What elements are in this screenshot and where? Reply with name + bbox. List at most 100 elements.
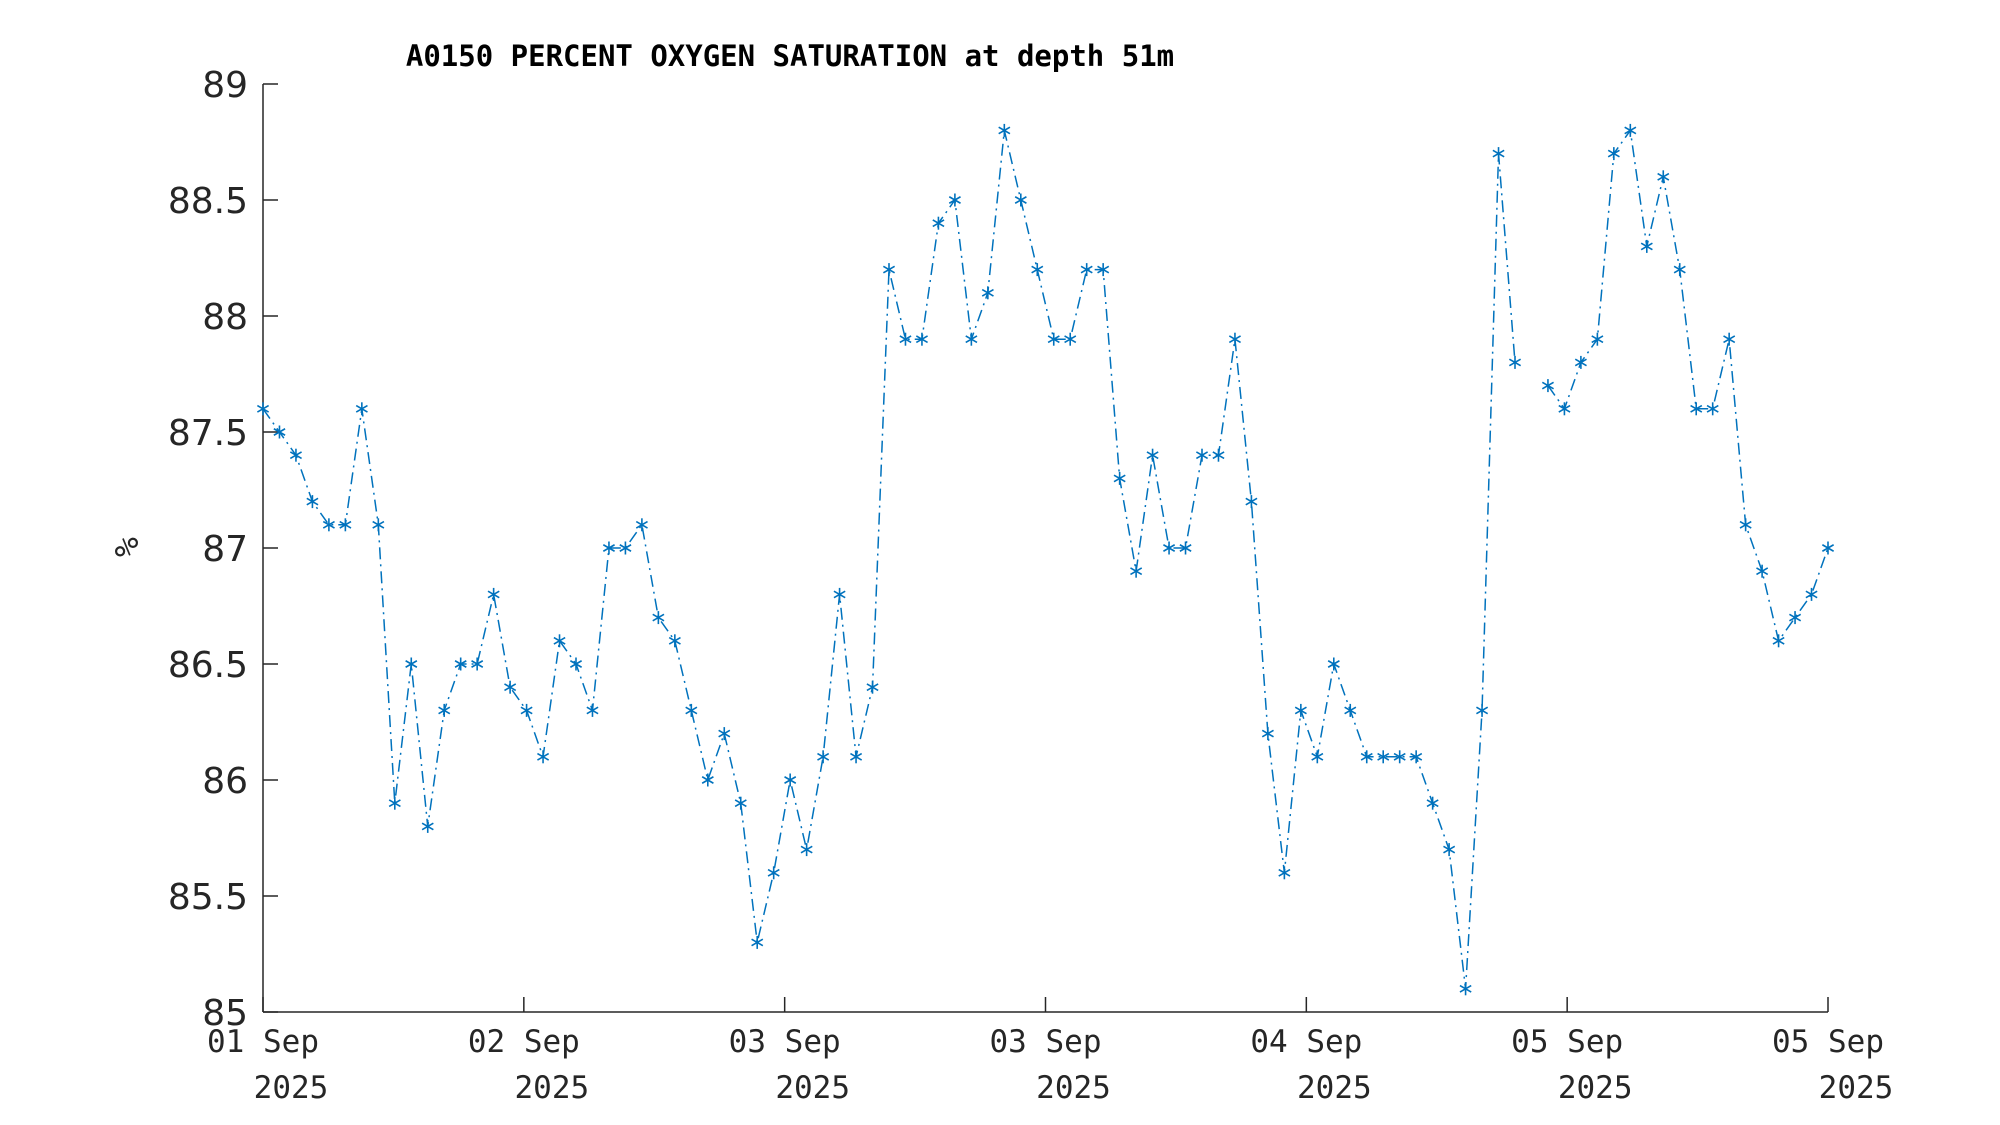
data-point <box>1278 866 1291 880</box>
data-point <box>569 657 583 671</box>
data-point <box>520 703 533 717</box>
chart-title: A0150 PERCENT OXYGEN SATURATION at depth… <box>406 39 1174 73</box>
data-point <box>1195 448 1209 462</box>
x-tick-label-year: 2025 <box>254 1070 329 1106</box>
data-point <box>1591 332 1604 346</box>
data-point <box>1739 518 1752 532</box>
data-point <box>1607 147 1620 161</box>
data-point <box>635 518 648 532</box>
data-point <box>1047 332 1060 346</box>
data-point <box>1410 750 1423 764</box>
data-point <box>256 402 270 416</box>
series-line <box>262 128 1829 989</box>
data-point <box>586 703 599 717</box>
data-point <box>1130 564 1143 578</box>
series-group <box>256 123 1835 996</box>
data-point <box>1789 611 1802 625</box>
data-point <box>1476 703 1489 717</box>
data-point <box>1163 541 1176 555</box>
data-point <box>1805 587 1818 601</box>
data-point <box>1673 263 1686 277</box>
data-point <box>1261 727 1274 741</box>
y-tick-label: 88.5 <box>168 181 248 222</box>
data-point <box>1541 379 1554 393</box>
data-point <box>1014 193 1027 207</box>
data-point <box>1064 332 1077 346</box>
data-point <box>1344 703 1357 717</box>
x-tick-label-year: 2025 <box>1036 1070 1111 1106</box>
data-point <box>652 611 665 625</box>
data-point <box>1113 471 1126 485</box>
x-tick-label-year: 2025 <box>515 1070 590 1106</box>
data-point <box>1327 657 1340 671</box>
data-point <box>866 680 879 694</box>
data-point <box>817 750 830 764</box>
data-point <box>1723 332 1736 346</box>
y-tick-label: 87.5 <box>168 413 248 454</box>
x-tick-label-date: 04 Sep <box>1250 1024 1362 1060</box>
data-point <box>1393 750 1406 764</box>
y-tick-label: 88 <box>202 297 248 338</box>
data-point <box>1624 123 1637 137</box>
data-point <box>784 773 797 787</box>
data-point <box>718 727 731 741</box>
y-tick-label: 89 <box>202 65 248 106</box>
data-point <box>421 819 434 833</box>
data-point <box>981 286 994 300</box>
data-point <box>1212 448 1225 462</box>
data-point <box>1228 332 1241 346</box>
x-tick-label-year: 2025 <box>775 1070 850 1106</box>
data-point <box>454 657 467 671</box>
data-point <box>273 425 286 439</box>
data-point <box>1706 402 1719 416</box>
data-point <box>915 332 928 346</box>
data-point <box>1574 355 1587 369</box>
x-tick-label-date: 01 Sep <box>207 1024 319 1060</box>
data-point <box>553 634 566 648</box>
data-point <box>602 541 615 555</box>
data-point <box>751 935 764 949</box>
y-tick-label: 87 <box>202 529 248 570</box>
data-point <box>1821 541 1835 555</box>
data-point <box>734 796 747 810</box>
data-point <box>1146 448 1159 462</box>
data-point <box>1492 147 1505 161</box>
data-point <box>1756 564 1769 578</box>
data-point <box>948 193 961 207</box>
x-ticks: 01 Sep 2025 02 Sep 2025 03 Sep 2025 03 Sep 2025… <box>207 997 1893 1106</box>
y-ticks: 85 85.5 86 86.5 87 87.5 88 88.5 89 <box>168 65 278 1034</box>
data-point <box>372 518 385 532</box>
data-point <box>1772 634 1785 648</box>
data-point <box>1443 843 1456 857</box>
data-point <box>998 123 1011 137</box>
data-point <box>1508 355 1522 369</box>
x-tick-label-year: 2025 <box>1558 1070 1633 1106</box>
data-point <box>932 216 945 230</box>
data-point <box>306 495 319 509</box>
data-point <box>322 518 335 532</box>
data-point <box>1377 750 1390 764</box>
y-tick-label: 86 <box>202 761 248 802</box>
data-point <box>1558 402 1571 416</box>
data-point <box>339 518 352 532</box>
data-point <box>701 773 714 787</box>
data-point <box>1426 796 1439 810</box>
x-tick-label-year: 2025 <box>1297 1070 1372 1106</box>
y-axis-label: % <box>107 537 146 557</box>
data-point <box>685 703 698 717</box>
y-tick-label: 86.5 <box>168 645 248 686</box>
x-tick-label-date: 05 Sep <box>1511 1024 1623 1060</box>
x-tick-label-date: 03 Sep <box>729 1024 841 1060</box>
data-point <box>1459 982 1472 996</box>
data-point <box>405 657 418 671</box>
data-point <box>1360 750 1373 764</box>
x-tick-label-date: 03 Sep <box>990 1024 1102 1060</box>
x-tick-label-year: 2025 <box>1819 1070 1894 1106</box>
data-point <box>965 332 978 346</box>
x-tick-label-date: 02 Sep <box>468 1024 580 1060</box>
data-point <box>1080 263 1093 277</box>
axes <box>262 84 1828 1013</box>
data-point <box>1657 170 1670 184</box>
data-point <box>438 703 451 717</box>
